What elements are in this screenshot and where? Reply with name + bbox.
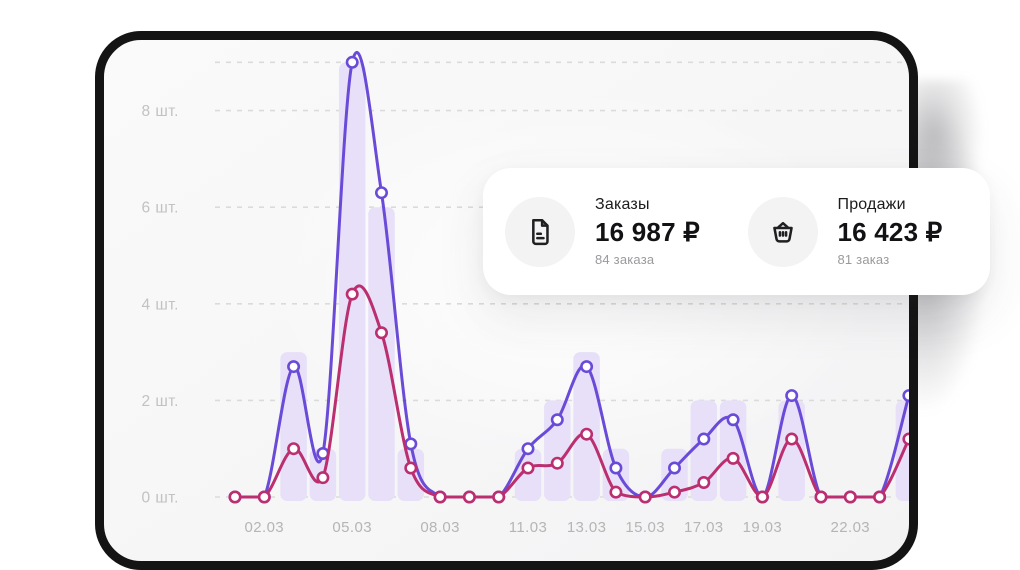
sales-label: Продажи: [837, 196, 906, 213]
bar: [397, 448, 425, 501]
x-axis-tick-label: 17.03: [684, 519, 724, 536]
y-axis-tick-label: 0 шт.: [141, 490, 179, 507]
data-point-marker: [433, 490, 447, 504]
data-point-marker: [287, 360, 301, 374]
data-point-marker: [609, 485, 623, 499]
data-point-marker: [609, 461, 623, 475]
y-axis-tick-label: 4 шт.: [141, 296, 179, 313]
orders-value: 16 987 ₽: [595, 217, 700, 247]
document-icon: [532, 218, 549, 245]
stat-orders: Заказы 16 987 ₽ 84 заказа: [505, 196, 748, 267]
data-point-marker: [345, 55, 359, 69]
data-point-marker: [550, 413, 564, 427]
orders-icon-circle: [505, 196, 575, 267]
data-point-marker: [521, 442, 535, 456]
data-point-marker: [257, 490, 271, 504]
data-point-marker: [404, 461, 418, 475]
sales-value: 16 423 ₽: [837, 217, 943, 247]
data-point-marker: [374, 326, 388, 340]
sales-text-block: Продажи 16 423 ₽ 81 заказ: [838, 196, 943, 267]
y-axis-tick-label: 8 шт.: [141, 103, 179, 120]
sales-sub: 81 заказ: [837, 252, 890, 267]
data-point-marker: [550, 456, 564, 470]
sales-icon-circle: [747, 196, 818, 267]
data-point-marker: [726, 451, 740, 465]
x-axis-tick-label: 15.03: [625, 519, 665, 536]
bar: [573, 352, 600, 501]
data-point-marker: [814, 490, 828, 504]
bar: [368, 207, 395, 501]
stat-sales: Продажи 16 423 ₽ 81 заказ: [747, 196, 991, 267]
data-point-marker: [228, 490, 242, 504]
y-axis-tick-label: 6 шт.: [141, 200, 179, 217]
x-axis-tick-label: 11.03: [509, 519, 547, 536]
orders-sales-chart: 0 шт. 2 шт. 4 шт. 6 шт. 8 шт. 02.03 05.03 08.03…: [141, 51, 909, 536]
basket-icon: [772, 221, 793, 243]
stats-card: Заказы 16 987 ₽ 84 заказа Продажи 16 423…: [483, 168, 990, 295]
bar: [602, 448, 630, 501]
data-point-marker: [697, 476, 711, 490]
data-point-marker: [755, 490, 769, 504]
data-point-marker: [726, 413, 740, 427]
data-point-marker: [638, 490, 652, 504]
data-point-marker: [316, 471, 330, 485]
orders-sub: 84 заказа: [595, 252, 655, 267]
data-point-marker: [785, 432, 799, 446]
x-axis-tick-label: 22.03: [831, 519, 871, 536]
data-point-marker: [521, 461, 535, 475]
data-point-marker: [667, 461, 681, 475]
x-axis-tick-label: 19.03: [743, 519, 783, 536]
data-point-marker: [873, 490, 887, 504]
x-axis-tick-label: 08.03: [420, 519, 460, 536]
y-axis-tick-label: 2 шт.: [141, 393, 179, 410]
data-point-marker: [580, 360, 594, 374]
data-point-marker: [580, 427, 594, 441]
orders-label: Заказы: [595, 196, 650, 213]
bar: [778, 400, 805, 501]
x-axis-tick-label: 02.03: [245, 519, 285, 536]
data-point-marker: [902, 432, 909, 446]
data-point-marker: [345, 287, 359, 301]
device-frame: 0 шт. 2 шт. 4 шт. 6 шт. 8 шт. 02.03 05.03 08.03…: [95, 31, 918, 570]
orders-text-block: Заказы 16 987 ₽ 84 заказа: [595, 196, 700, 267]
data-point-marker: [843, 490, 857, 504]
bar: [280, 352, 307, 501]
data-point-marker: [404, 437, 418, 451]
data-point-marker: [667, 485, 681, 499]
data-point-marker: [374, 186, 388, 200]
bar: [338, 62, 366, 502]
data-point-marker: [785, 389, 799, 403]
bar: [719, 400, 747, 501]
data-point-marker: [492, 490, 506, 504]
data-point-marker: [462, 490, 476, 504]
data-point-marker: [697, 432, 711, 446]
x-axis-tick-label: 05.03: [332, 519, 372, 536]
x-axis-tick-label: 13.03: [567, 519, 607, 536]
data-point-marker: [287, 442, 301, 456]
data-point-marker: [902, 389, 909, 403]
